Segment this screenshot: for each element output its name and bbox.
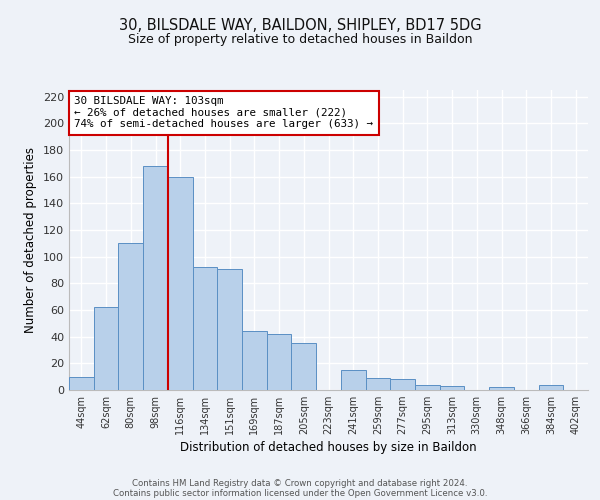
Bar: [341, 370, 365, 390]
Bar: [440, 386, 464, 390]
X-axis label: Distribution of detached houses by size in Baildon: Distribution of detached houses by size …: [180, 442, 477, 454]
Bar: [415, 384, 440, 390]
Bar: [168, 176, 193, 390]
Text: 30 BILSDALE WAY: 103sqm
← 26% of detached houses are smaller (222)
74% of semi-d: 30 BILSDALE WAY: 103sqm ← 26% of detache…: [74, 96, 373, 129]
Text: Contains public sector information licensed under the Open Government Licence v3: Contains public sector information licen…: [113, 488, 487, 498]
Y-axis label: Number of detached properties: Number of detached properties: [25, 147, 37, 333]
Text: Size of property relative to detached houses in Baildon: Size of property relative to detached ho…: [128, 32, 472, 46]
Bar: [118, 244, 143, 390]
Bar: [242, 332, 267, 390]
Bar: [94, 308, 118, 390]
Bar: [365, 378, 390, 390]
Bar: [143, 166, 168, 390]
Bar: [390, 380, 415, 390]
Text: Contains HM Land Registry data © Crown copyright and database right 2024.: Contains HM Land Registry data © Crown c…: [132, 478, 468, 488]
Text: 30, BILSDALE WAY, BAILDON, SHIPLEY, BD17 5DG: 30, BILSDALE WAY, BAILDON, SHIPLEY, BD17…: [119, 18, 481, 32]
Bar: [193, 268, 217, 390]
Bar: [539, 384, 563, 390]
Bar: [267, 334, 292, 390]
Bar: [217, 268, 242, 390]
Bar: [292, 344, 316, 390]
Bar: [489, 388, 514, 390]
Bar: [69, 376, 94, 390]
